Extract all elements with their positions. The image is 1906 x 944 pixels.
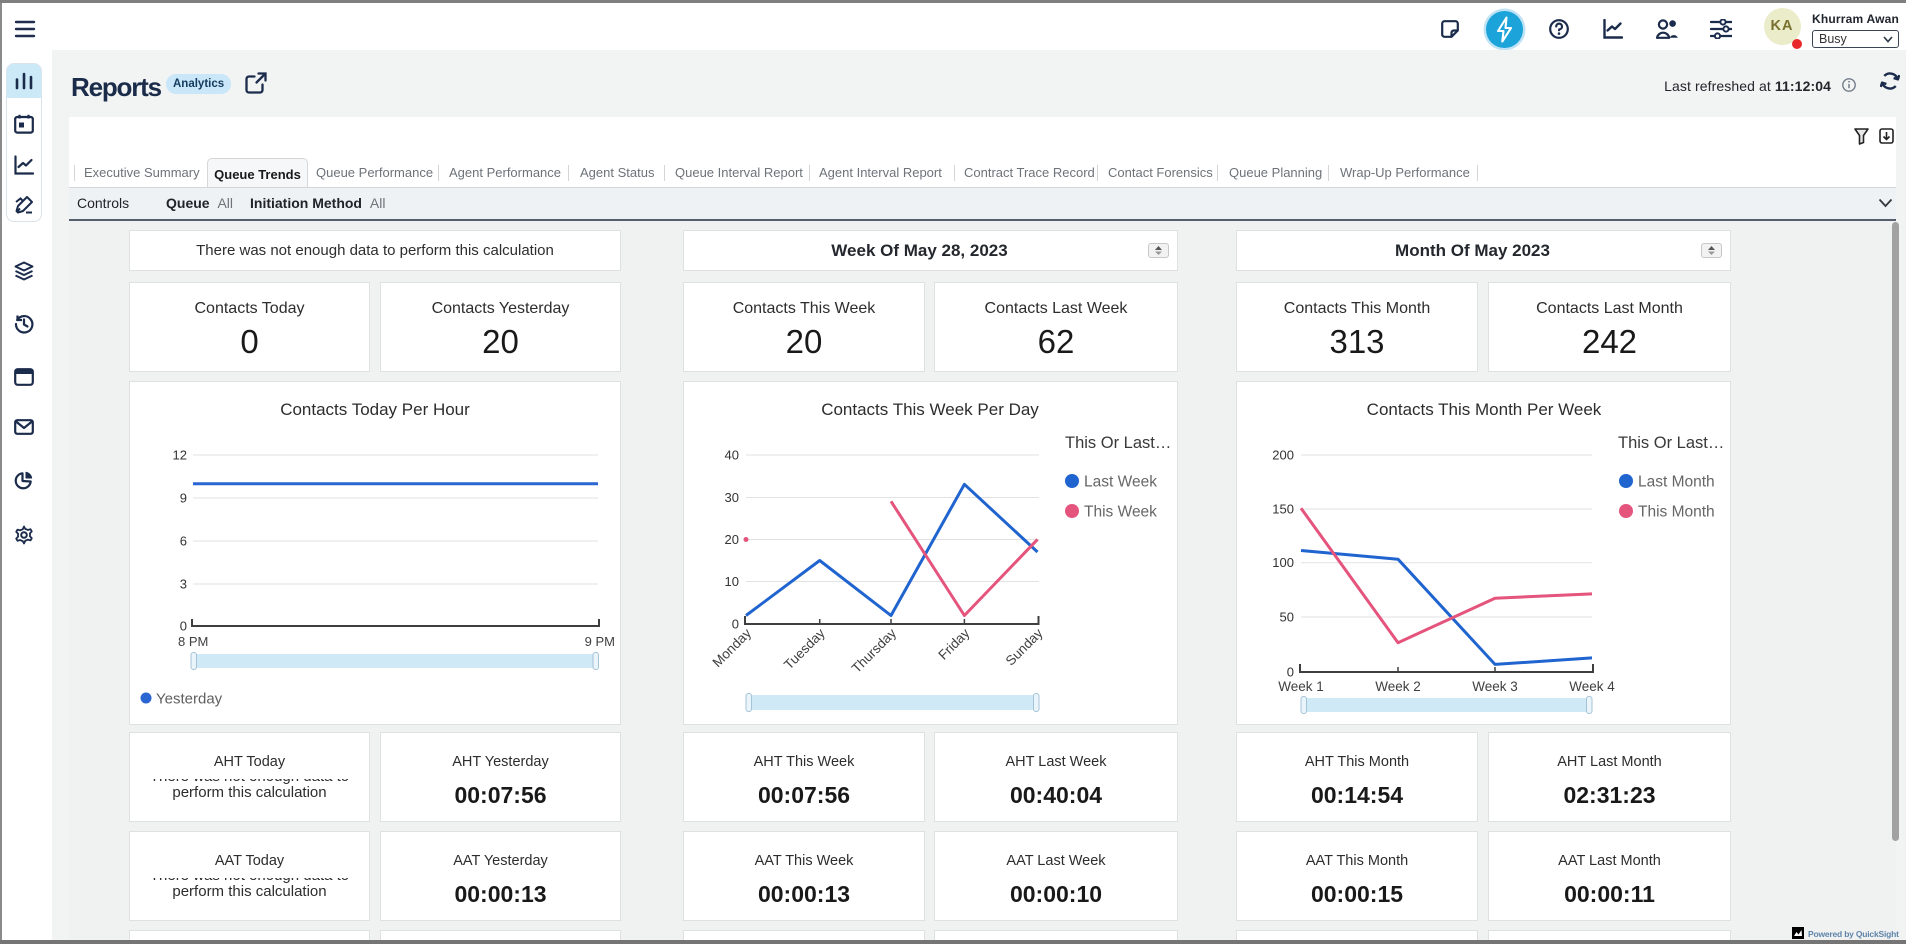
svg-text:Sunday: Sunday bbox=[1003, 625, 1046, 668]
svg-text:20: 20 bbox=[725, 532, 739, 547]
svg-text:9: 9 bbox=[180, 491, 187, 506]
svg-text:Thursday: Thursday bbox=[849, 625, 900, 676]
svg-text:Week 1: Week 1 bbox=[1278, 679, 1324, 694]
svg-text:200: 200 bbox=[1272, 448, 1294, 463]
svg-text:Week 2: Week 2 bbox=[1375, 679, 1421, 694]
svg-text:Tuesday: Tuesday bbox=[781, 625, 828, 672]
svg-text:Monday: Monday bbox=[710, 625, 755, 670]
svg-text:100: 100 bbox=[1272, 555, 1294, 570]
svg-text:Contacts Today Per Hour: Contacts Today Per Hour bbox=[280, 400, 470, 419]
svg-text:This Or Last…: This Or Last… bbox=[1065, 434, 1171, 452]
svg-text:This Month: This Month bbox=[1638, 504, 1715, 521]
svg-text:Week 4: Week 4 bbox=[1569, 679, 1615, 694]
svg-text:0: 0 bbox=[732, 617, 739, 632]
svg-text:This Week: This Week bbox=[1084, 504, 1157, 521]
svg-text:3: 3 bbox=[180, 577, 187, 592]
svg-text:10: 10 bbox=[725, 574, 739, 589]
svg-text:0: 0 bbox=[1287, 665, 1294, 680]
svg-text:0: 0 bbox=[180, 619, 187, 634]
svg-text:9 PM: 9 PM bbox=[585, 634, 615, 649]
svg-text:50: 50 bbox=[1280, 610, 1294, 625]
svg-text:30: 30 bbox=[725, 490, 739, 505]
svg-text:Last Week: Last Week bbox=[1084, 474, 1157, 491]
svg-text:Contacts This Month Per Week: Contacts This Month Per Week bbox=[1367, 400, 1602, 419]
svg-text:150: 150 bbox=[1272, 502, 1294, 517]
svg-text:Last Month: Last Month bbox=[1638, 474, 1715, 491]
svg-text:40: 40 bbox=[725, 448, 739, 463]
svg-text:8 PM: 8 PM bbox=[178, 634, 208, 649]
svg-text:This Or Last…: This Or Last… bbox=[1618, 434, 1724, 452]
svg-text:6: 6 bbox=[180, 534, 187, 549]
svg-text:12: 12 bbox=[173, 448, 187, 463]
svg-text:Week 3: Week 3 bbox=[1472, 679, 1518, 694]
svg-text:Yesterday: Yesterday bbox=[156, 691, 223, 708]
svg-text:Friday: Friday bbox=[935, 625, 972, 662]
svg-text:Contacts This Week Per Day: Contacts This Week Per Day bbox=[821, 400, 1039, 419]
